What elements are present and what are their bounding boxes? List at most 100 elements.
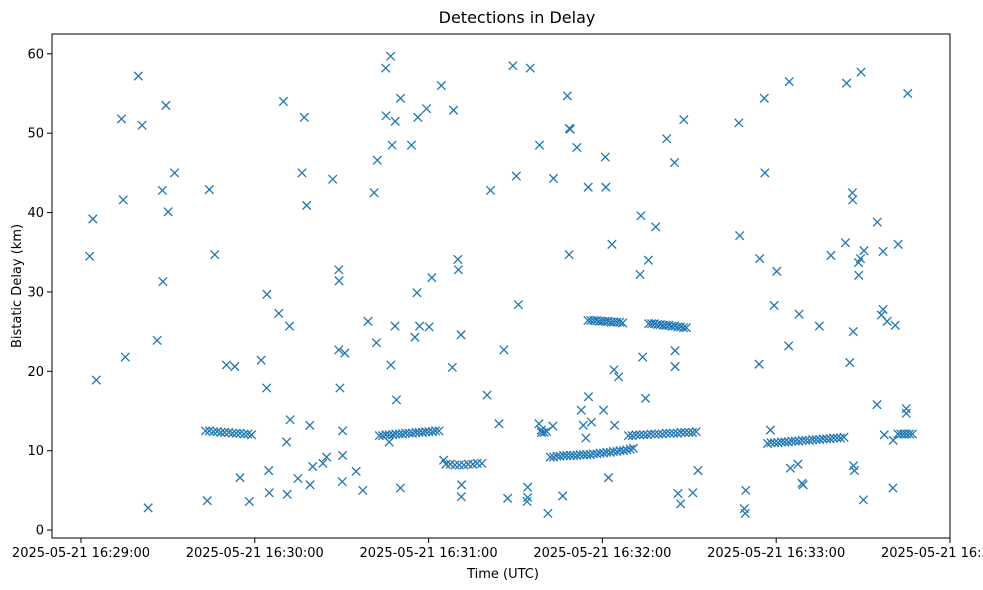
data-point	[278, 96, 289, 107]
data-point	[558, 491, 568, 501]
data-point	[334, 345, 344, 355]
y-axis-ticks: 0 10 20 30 40 50 60	[27, 47, 52, 539]
data-point	[508, 61, 518, 71]
data-point	[534, 140, 545, 150]
data-point	[262, 289, 272, 299]
data-point	[759, 93, 769, 103]
data-point	[335, 383, 345, 393]
data-point	[244, 496, 254, 507]
x-tick-label: 2025-05-21 16:34:00	[881, 546, 983, 561]
data-point	[210, 249, 220, 260]
data-point	[565, 124, 575, 134]
y-tick-label: 60	[27, 47, 44, 62]
data-point	[740, 508, 750, 519]
data-point	[678, 323, 689, 333]
data-point	[235, 473, 245, 483]
data-point	[609, 420, 620, 430]
data-point	[798, 480, 808, 490]
data-point	[256, 355, 266, 365]
data-point	[485, 185, 496, 196]
data-point	[231, 428, 241, 438]
data-point	[575, 450, 585, 460]
data-point	[421, 103, 432, 114]
data-point	[676, 427, 686, 438]
data-point	[401, 428, 411, 438]
data-point	[814, 321, 825, 331]
data-point	[613, 372, 624, 382]
data-point	[638, 430, 649, 440]
y-tick-label: 50	[27, 127, 44, 142]
data-point	[143, 503, 153, 513]
data-point	[907, 429, 918, 439]
data-point	[688, 488, 698, 498]
x-tick-label: 2025-05-21 16:31:00	[360, 546, 498, 561]
data-point	[904, 429, 915, 439]
data-point	[766, 438, 776, 448]
data-point	[453, 254, 463, 265]
data-point	[681, 323, 692, 333]
data-point	[158, 276, 168, 287]
data-point	[522, 492, 533, 503]
data-point	[794, 309, 804, 319]
y-tick-label: 0	[36, 524, 44, 539]
data-point	[454, 460, 464, 470]
data-point	[693, 465, 703, 476]
y-axis-label: Bistatic Delay (km)	[10, 224, 25, 348]
data-point	[169, 168, 180, 178]
data-point	[668, 428, 679, 438]
data-point	[642, 430, 652, 440]
data-point	[601, 182, 611, 192]
data-point	[598, 405, 609, 415]
data-point	[760, 168, 770, 178]
data-point	[381, 63, 391, 73]
data-point	[586, 417, 597, 427]
data-point	[204, 184, 214, 195]
data-point	[430, 426, 441, 436]
data-point	[903, 88, 913, 99]
data-point	[477, 458, 487, 469]
data-point	[305, 420, 315, 430]
data-point	[847, 188, 858, 198]
data-point	[372, 155, 382, 165]
data-point	[888, 435, 898, 446]
data-point	[216, 427, 226, 438]
data-point	[840, 238, 851, 248]
data-point	[321, 452, 332, 462]
data-point	[893, 239, 903, 249]
data-point	[562, 450, 572, 461]
data-point	[337, 426, 348, 436]
data-point	[653, 429, 664, 439]
data-point	[503, 493, 513, 503]
data-point	[482, 390, 492, 400]
data-point	[839, 432, 849, 442]
data-point	[878, 304, 888, 315]
data-point	[284, 321, 295, 331]
data-point	[243, 429, 253, 439]
x-axis-label: Time (UTC)	[466, 567, 539, 582]
data-point	[539, 427, 549, 438]
data-point	[395, 93, 406, 103]
data-point	[522, 482, 533, 492]
data-point	[305, 480, 315, 490]
data-point	[448, 105, 459, 115]
data-point	[872, 399, 882, 410]
data-point	[627, 430, 637, 441]
data-point	[88, 214, 98, 224]
data-point	[522, 496, 532, 507]
data-point	[651, 222, 661, 232]
data-point	[558, 450, 569, 461]
data-point	[680, 427, 690, 438]
data-point	[637, 352, 648, 362]
data-point	[609, 365, 619, 375]
data-point	[410, 332, 420, 342]
data-point	[772, 266, 782, 276]
data-point	[785, 463, 796, 473]
data-point	[858, 495, 869, 505]
data-point	[623, 430, 634, 441]
data-point	[456, 330, 466, 340]
data-point	[578, 420, 588, 430]
data-point	[661, 428, 671, 438]
data-point	[872, 217, 882, 227]
